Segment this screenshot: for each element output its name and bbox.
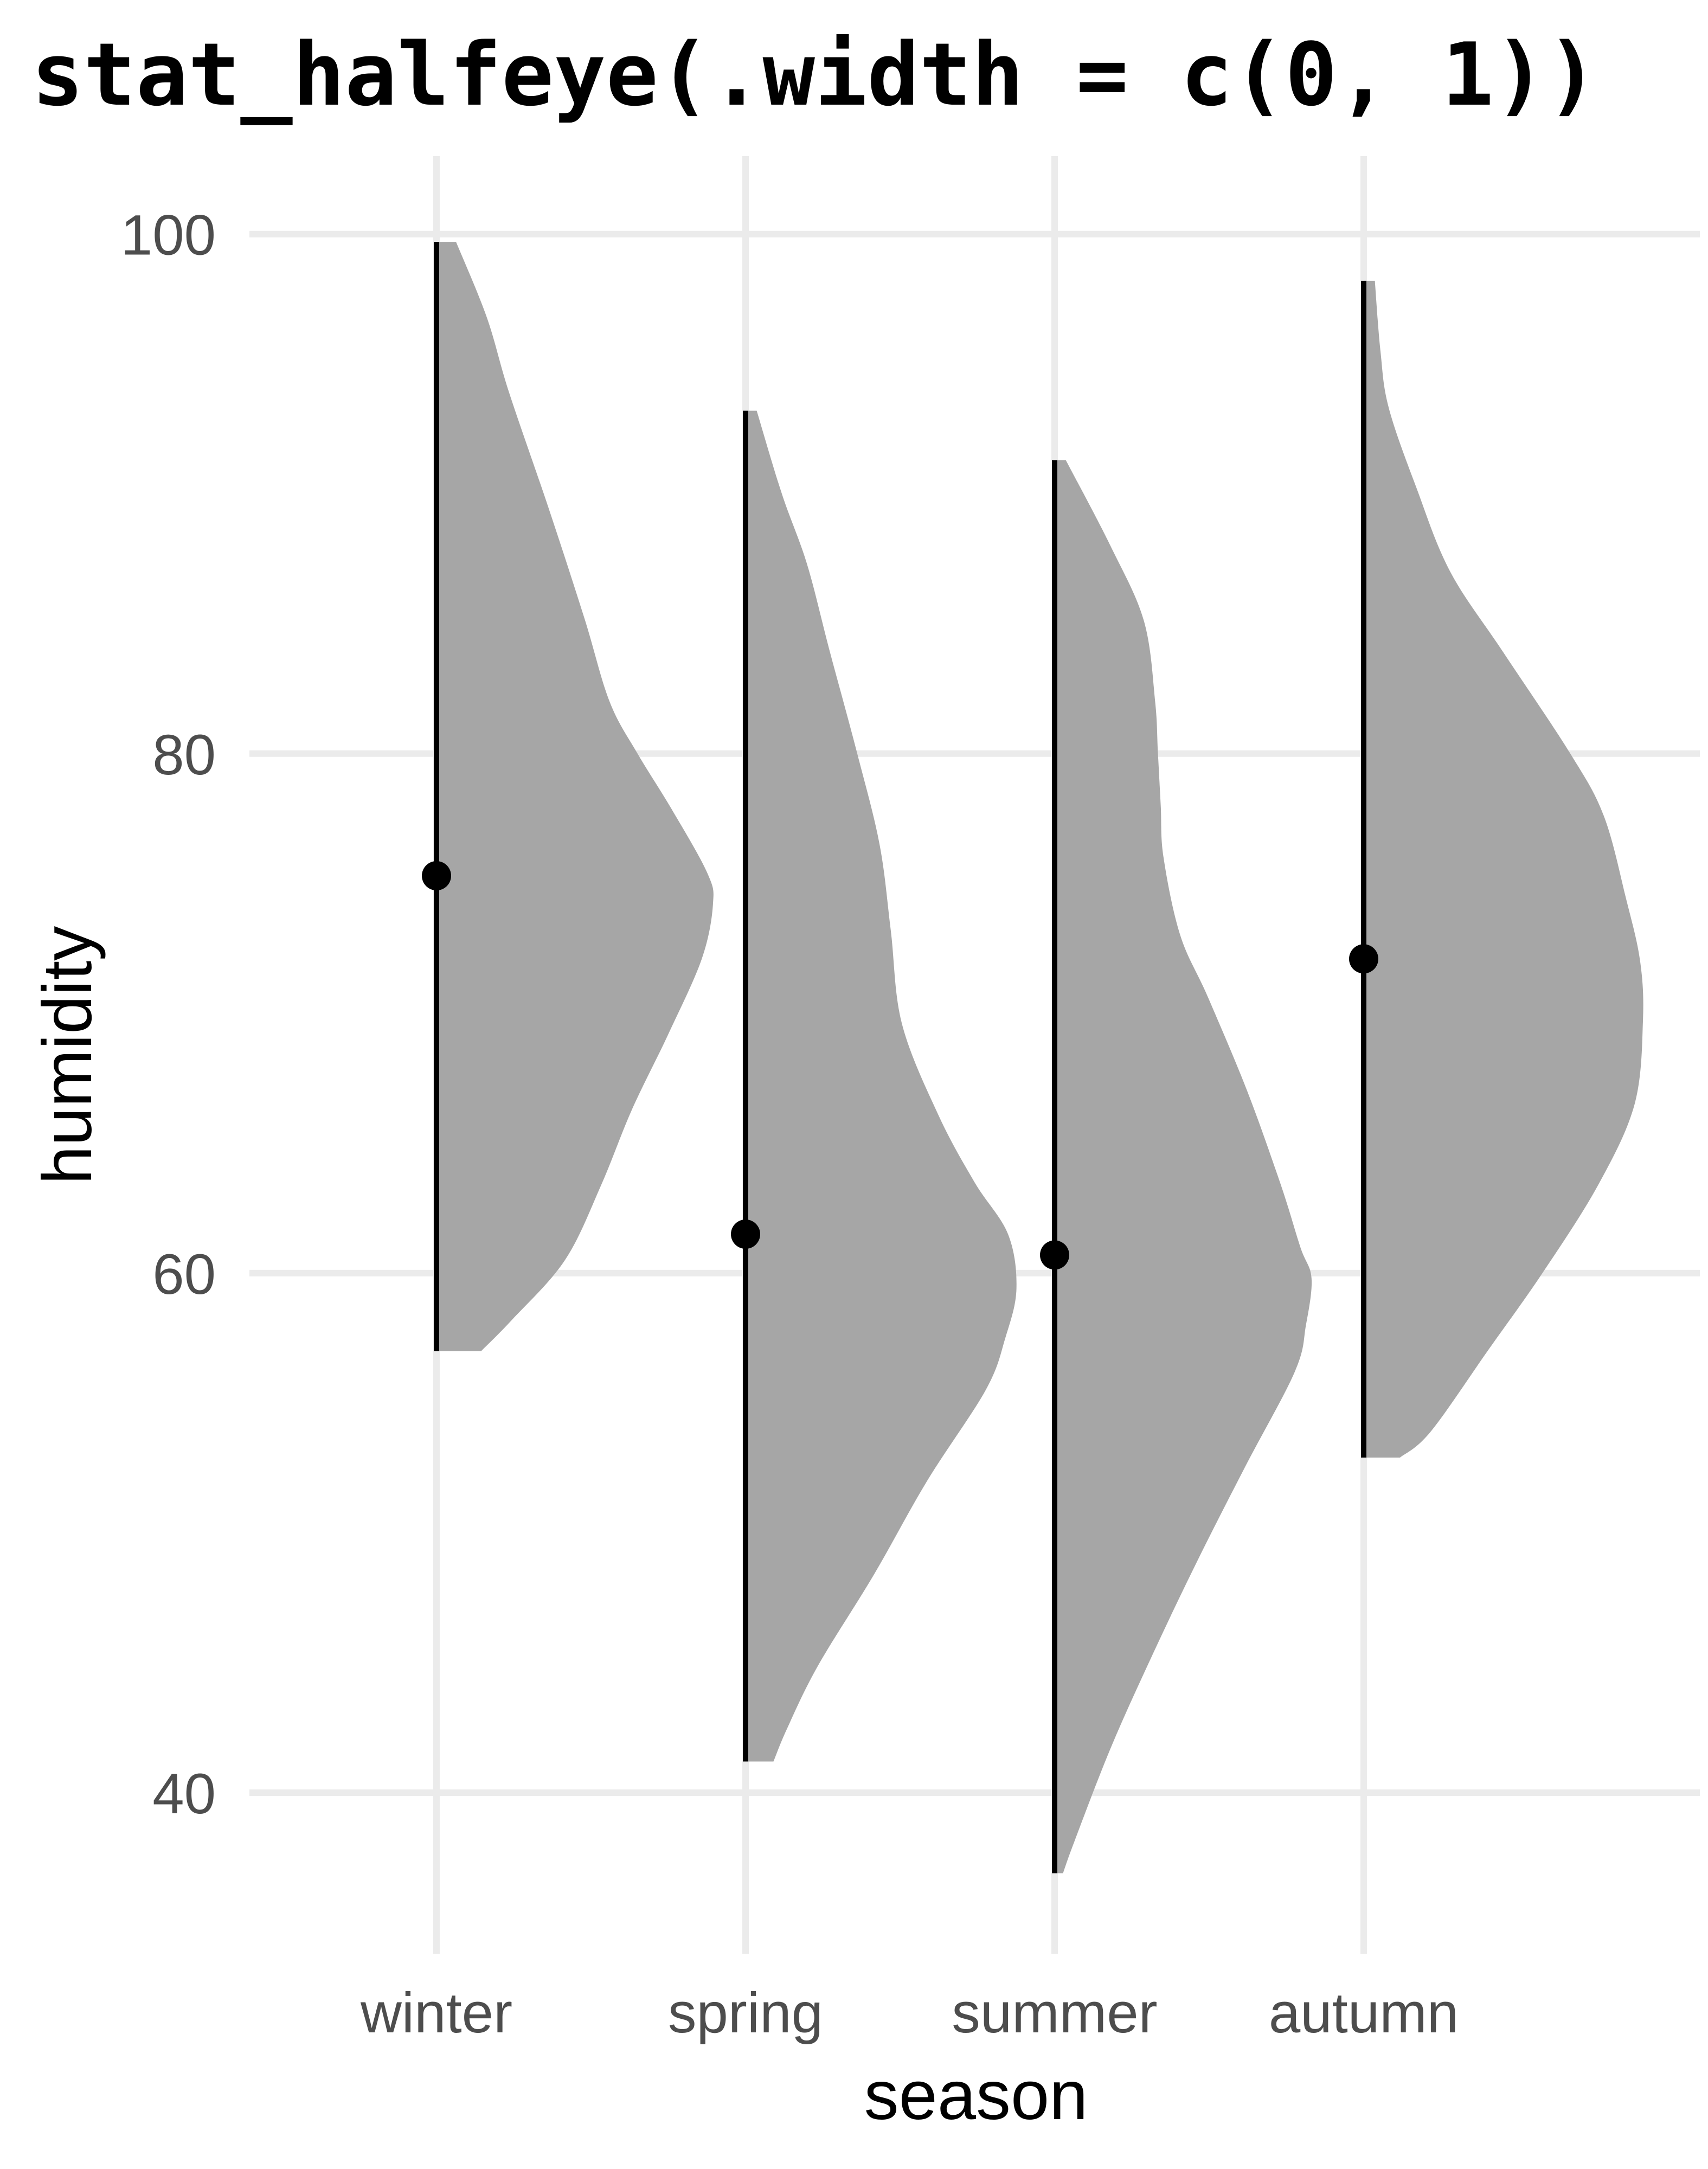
y-tick-label: 40 — [152, 1762, 216, 1826]
median-point-winter — [422, 861, 451, 890]
density-slab-autumn — [1364, 280, 1643, 1458]
x-tick-label: autumn — [1269, 1981, 1459, 2045]
density-slab-winter — [436, 242, 714, 1351]
median-point-summer — [1040, 1240, 1069, 1270]
slabs-intervals — [422, 242, 1643, 1873]
y-tick-label: 100 — [121, 204, 216, 267]
y-axis-title: humidity — [29, 926, 106, 1185]
x-tick-label: spring — [668, 1981, 823, 2045]
plot-title: stat_halfeye(.width = c(0, 1)) — [31, 24, 1598, 125]
y-tick-labels: 100 80 60 40 — [121, 204, 216, 1826]
x-tick-label: winter — [360, 1981, 512, 2045]
median-point-autumn — [1349, 944, 1378, 974]
y-tick-label: 60 — [152, 1243, 216, 1306]
x-tick-labels: winter spring summer autumn — [360, 1981, 1459, 2045]
x-tick-label: summer — [952, 1981, 1157, 2045]
y-tick-label: 80 — [152, 723, 216, 787]
density-slab-spring — [746, 410, 1017, 1762]
density-slab-summer — [1055, 460, 1312, 1873]
median-point-spring — [731, 1220, 760, 1249]
x-axis-title: season — [864, 2057, 1088, 2134]
